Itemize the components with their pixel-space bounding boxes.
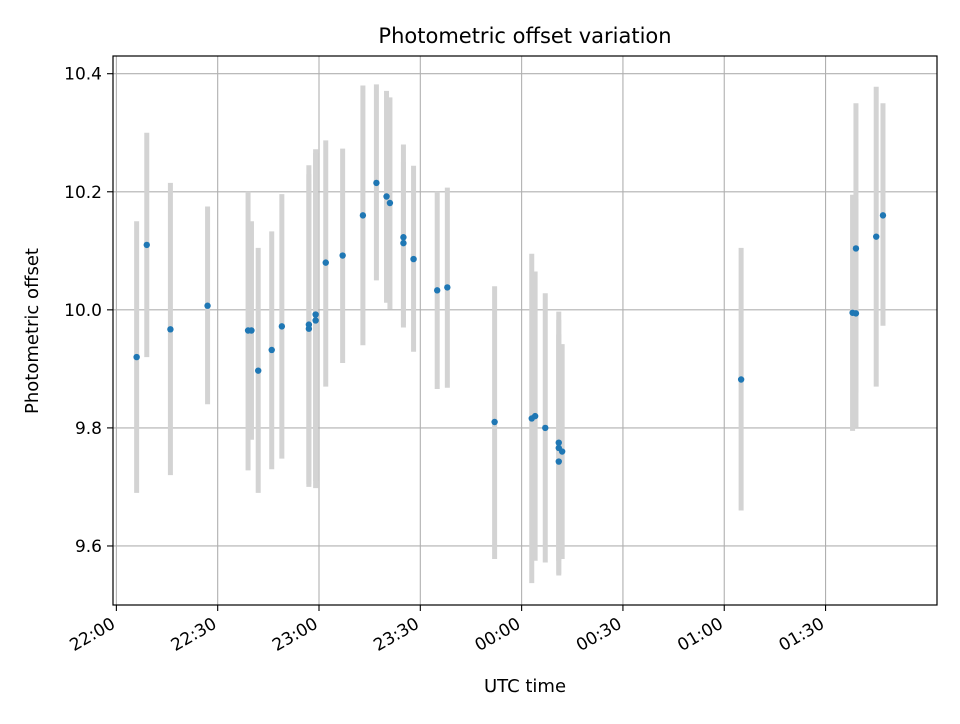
data-point [322,259,329,266]
data-point [359,212,367,219]
data-point [444,284,451,291]
data-point [373,179,380,187]
chart-title: Photometric offset variation [378,24,671,48]
y-tick-label: 10.2 [64,183,102,203]
data-point [167,326,174,333]
data-point [852,310,860,317]
y-axis-ticks: 9.6 9.8 10.0 10.2 10.4 [64,65,113,557]
data-point [312,311,319,318]
data-point [400,234,407,241]
data-point [558,448,566,455]
data-point [879,212,887,219]
data-point [873,233,880,240]
data-point [305,325,313,332]
data-point [133,353,140,361]
data-point [531,412,539,420]
data-point [852,245,860,252]
y-tick-label: 10.4 [64,65,102,85]
point-layer [133,179,887,465]
data-point [737,376,745,383]
data-point [383,193,390,200]
data-point [410,255,417,263]
data-point [248,327,255,334]
data-point [400,239,407,247]
y-axis-label: Photometric offset [22,248,43,414]
data-point [555,439,562,446]
data-point [339,252,346,259]
data-point [542,424,549,432]
y-tick-label: 9.6 [75,537,102,557]
data-point [386,199,394,207]
plot-frame [112,55,938,606]
data-point [433,287,441,294]
data-point [312,317,319,324]
data-point [555,458,562,465]
x-axis-label: UTC time [484,676,566,697]
data-point [143,241,150,249]
data-point [491,418,498,426]
y-tick-label: 9.8 [75,419,102,439]
data-point [268,346,275,354]
y-tick-label: 10.0 [64,301,102,321]
data-point [255,367,262,374]
data-point [278,323,286,330]
data-point [204,302,211,309]
